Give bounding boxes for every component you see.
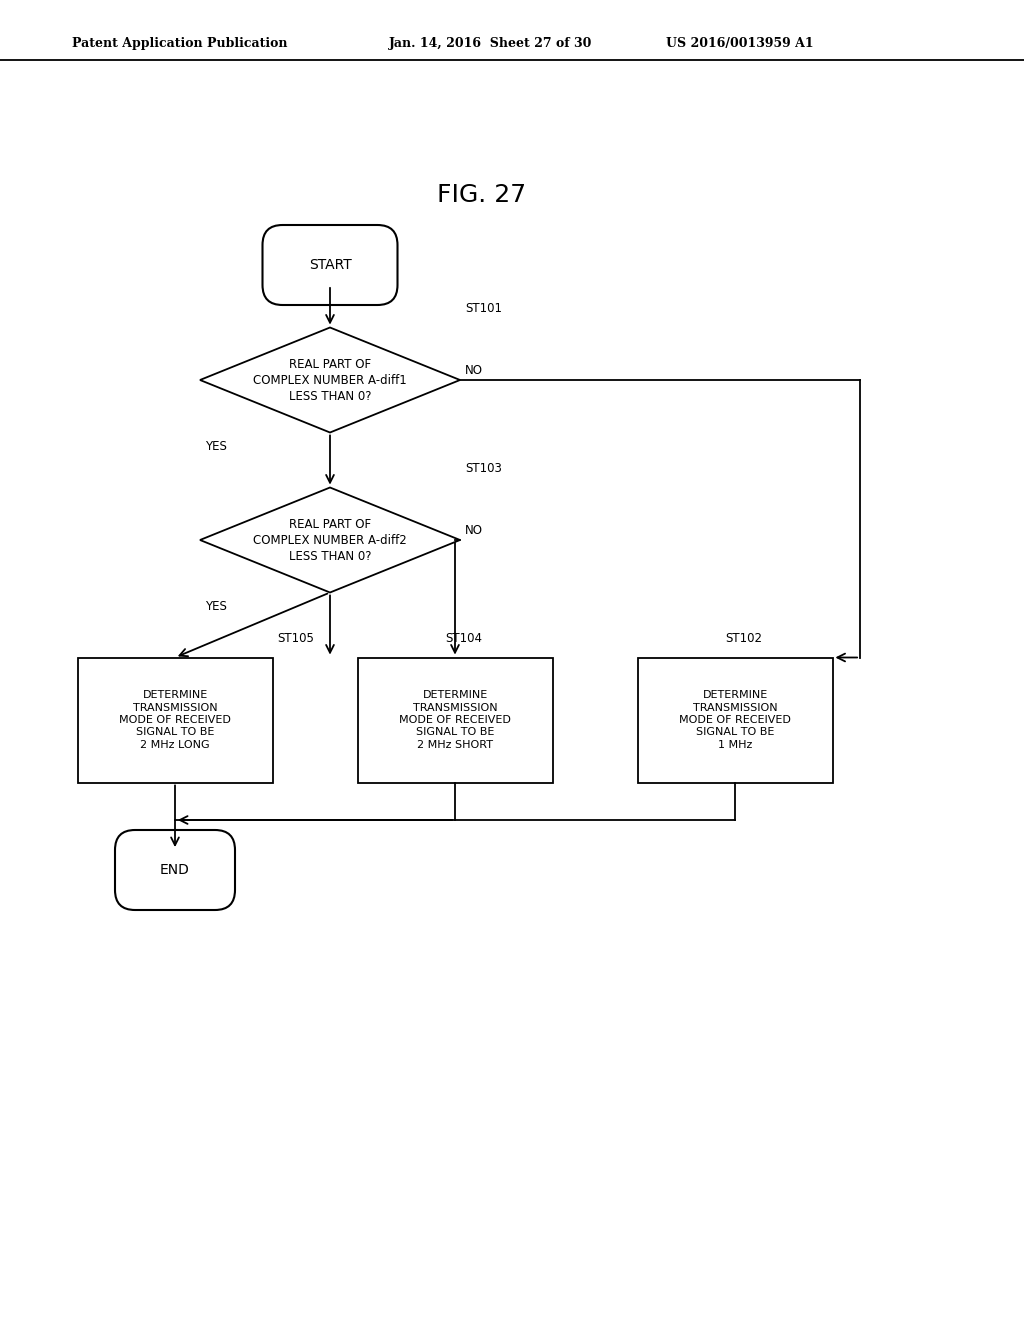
Text: REAL PART OF
COMPLEX NUMBER A-diff2
LESS THAN 0?: REAL PART OF COMPLEX NUMBER A-diff2 LESS… [253, 517, 407, 562]
Text: YES: YES [205, 601, 227, 614]
Text: NO: NO [465, 524, 483, 536]
Text: DETERMINE
TRANSMISSION
MODE OF RECEIVED
SIGNAL TO BE
2 MHz SHORT: DETERMINE TRANSMISSION MODE OF RECEIVED … [399, 690, 511, 750]
FancyBboxPatch shape [115, 830, 234, 909]
Text: Patent Application Publication: Patent Application Publication [72, 37, 287, 50]
Text: START: START [308, 257, 351, 272]
Text: ST102: ST102 [725, 632, 762, 645]
FancyBboxPatch shape [262, 224, 397, 305]
Text: END: END [160, 863, 189, 876]
Text: ST103: ST103 [465, 462, 502, 475]
Text: DETERMINE
TRANSMISSION
MODE OF RECEIVED
SIGNAL TO BE
1 MHz: DETERMINE TRANSMISSION MODE OF RECEIVED … [679, 690, 791, 750]
Bar [638, 657, 833, 783]
Text: ST105: ST105 [278, 632, 314, 645]
Polygon shape [200, 327, 460, 433]
Bar [357, 657, 553, 783]
Text: Jan. 14, 2016  Sheet 27 of 30: Jan. 14, 2016 Sheet 27 of 30 [389, 37, 593, 50]
Polygon shape [200, 487, 460, 593]
Text: DETERMINE
TRANSMISSION
MODE OF RECEIVED
SIGNAL TO BE
2 MHz LONG: DETERMINE TRANSMISSION MODE OF RECEIVED … [119, 690, 231, 750]
Text: NO: NO [465, 363, 483, 376]
Text: FIG. 27: FIG. 27 [436, 183, 526, 207]
Text: ST101: ST101 [465, 302, 502, 315]
Bar [78, 657, 272, 783]
Text: YES: YES [205, 441, 227, 454]
Text: ST104: ST104 [445, 632, 482, 645]
Text: REAL PART OF
COMPLEX NUMBER A-diff1
LESS THAN 0?: REAL PART OF COMPLEX NUMBER A-diff1 LESS… [253, 358, 407, 403]
Text: US 2016/0013959 A1: US 2016/0013959 A1 [666, 37, 813, 50]
